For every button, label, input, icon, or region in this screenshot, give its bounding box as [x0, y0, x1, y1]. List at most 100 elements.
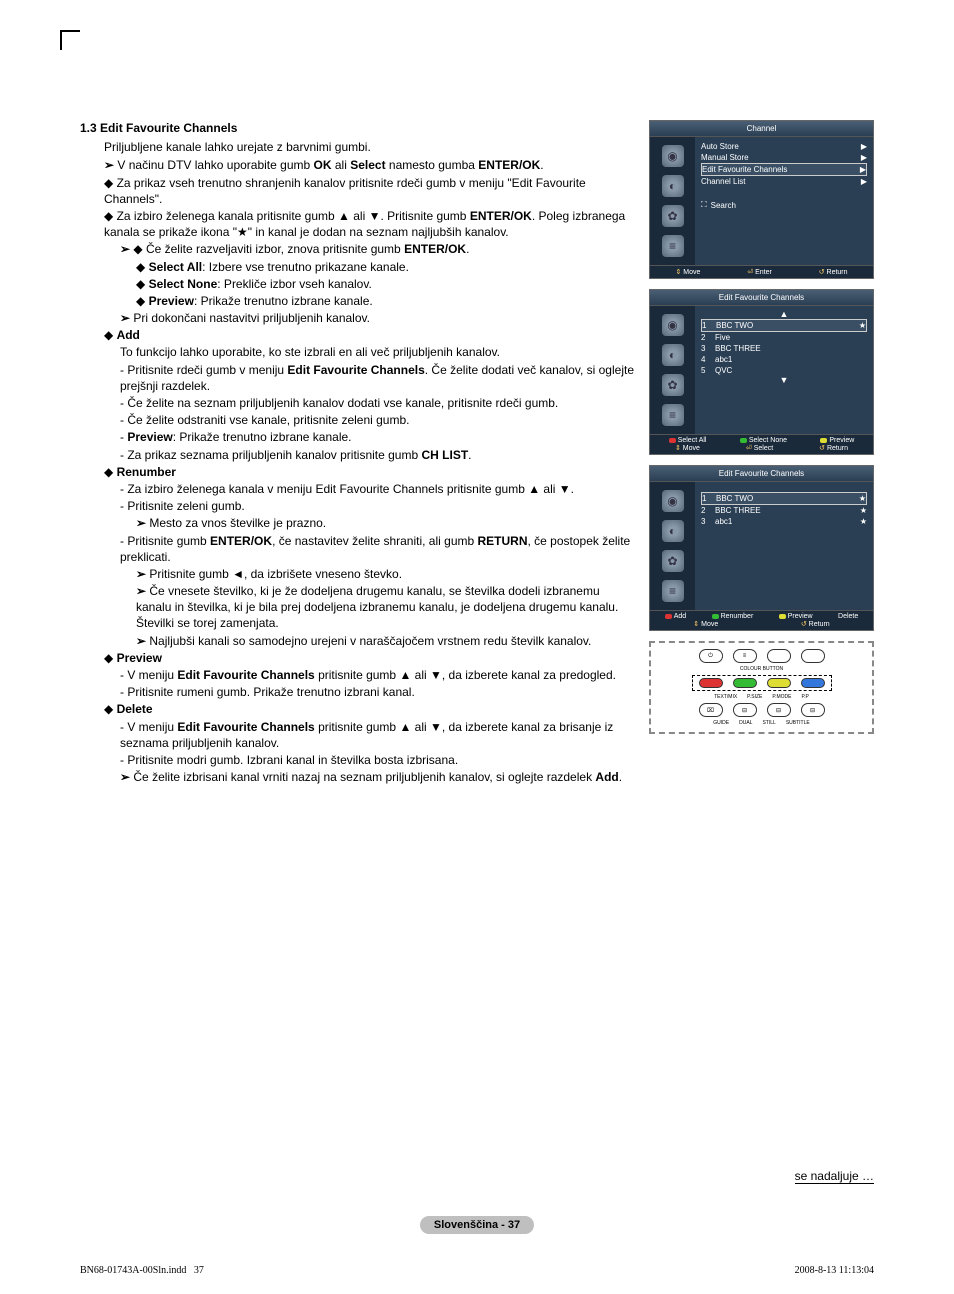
t: DUAL — [739, 720, 752, 726]
renum-3: Pritisnite gumb ENTER/OK, če nastavitev … — [120, 533, 637, 565]
osd3-footer: Add Renumber Preview Delete Move Return — [650, 610, 873, 630]
star-icon: ★ — [855, 506, 867, 515]
star-icon: ★ — [854, 321, 866, 330]
osd1-item-selected: Edit Favourite Channels▶ — [701, 163, 867, 176]
continued-label: se nadaljuje … — [795, 1169, 874, 1184]
add-4: Preview: Prikaže trenutno izbrane kanale… — [120, 429, 637, 445]
t: Select All — [678, 437, 707, 444]
yellow-button-icon — [767, 678, 791, 688]
add-5: Za prikaz seznama priljubljenih kanalov … — [120, 447, 637, 463]
t: V meniju — [127, 720, 177, 734]
osd-side-icons: ◉ ◐ ✿ ≡ — [650, 137, 695, 265]
lbl: Search — [711, 201, 867, 210]
remote-top-row: ⏻ ≡ — [657, 649, 866, 663]
sn-hint: Select None — [740, 437, 787, 444]
return-hint: Return — [819, 444, 848, 452]
t: Če želite razveljaviti izbor, znova prit… — [146, 242, 404, 256]
osd-edit-fav-all: Edit Favourite Channels ◉ ◐ ✿ ≡ ▲ 1BBC T… — [649, 289, 874, 455]
osd2-list: ▲ 1BBC TWO★ 2Five 3BBC THREE 4abc1 5QVC … — [695, 306, 873, 434]
t: P.P — [801, 694, 808, 700]
red-dot-icon — [665, 614, 672, 619]
add-heading: Add — [104, 327, 637, 343]
blank-icon — [801, 649, 825, 663]
b: CH LIST — [421, 448, 468, 462]
select-hint: Select — [746, 444, 773, 452]
t: 37 — [194, 1265, 204, 1276]
crop-mark — [60, 30, 80, 50]
nm: abc1 — [715, 355, 867, 364]
move-hint: Move — [675, 444, 700, 452]
renum-2: Pritisnite zeleni gumb. — [120, 498, 637, 514]
picture-icon: ◉ — [662, 314, 684, 336]
bullet-2: Za izbiro želenega kanala pritisnite gum… — [104, 208, 637, 240]
return-hint: Return — [801, 620, 830, 628]
osd-side-icons: ◉ ◐ ✿ ≡ — [650, 306, 695, 434]
n: 4 — [701, 355, 715, 364]
t: Select None — [749, 437, 787, 444]
osd2-body: ◉ ◐ ✿ ≡ ▲ 1BBC TWO★ 2Five 3BBC THREE 4ab… — [650, 306, 873, 434]
preview-heading: Preview — [104, 650, 637, 666]
btn-icon: ⌧ — [699, 703, 723, 717]
ttx-icon: ≡ — [733, 649, 757, 663]
t: BN68-01743A-00Sln.indd — [80, 1265, 186, 1276]
add-hint: Add — [665, 613, 686, 620]
renum-3n2: Če vnesete številko, ki je že dodeljena … — [136, 583, 637, 632]
t: Preview — [829, 437, 854, 444]
n: 5 — [701, 366, 715, 375]
t: : Izbere vse trenutno prikazane kanale. — [202, 260, 409, 274]
t: Če želite izbrisani kanal vrniti nazaj n… — [133, 770, 595, 784]
osd-side-icons: ◉ ◐ ✿ ≡ — [650, 482, 695, 610]
figure-column: Channel ◉ ◐ ✿ ≡ Auto Store▶ Manual Store… — [649, 120, 874, 786]
enter: ENTER/OK — [470, 209, 532, 223]
renum-3n3: Najljubši kanali so samodejno urejeni v … — [136, 633, 637, 649]
timestamp-slug: 2008-8-13 11:13:04 — [795, 1265, 874, 1276]
yellow-dot-icon — [820, 438, 827, 443]
picture-icon: ◉ — [662, 145, 684, 167]
t: : Prekliče izbor vseh kanalov. — [217, 277, 372, 291]
t: TEXT/MIX — [714, 694, 737, 700]
t: V meniju — [127, 668, 177, 682]
lbl: Select All — [149, 260, 203, 274]
star-icon: ★ — [855, 517, 867, 526]
t: SUBTITLE — [786, 720, 810, 726]
nm: BBC TWO — [716, 321, 854, 330]
osd2-row: 1BBC TWO★ — [701, 319, 867, 332]
chevron-right-icon: ▶ — [856, 165, 866, 174]
sound-icon: ◐ — [662, 344, 684, 366]
t: Add — [674, 613, 686, 620]
section-number: 1.3 — [80, 121, 97, 135]
preview-2: Pritisnite rumeni gumb. Prikaže trenutno… — [120, 684, 637, 700]
page-pill: Slovenščina - 37 — [420, 1216, 534, 1234]
page-footer: Slovenščina - 37 — [0, 1216, 954, 1234]
n: 3 — [701, 344, 715, 353]
t: , če nastavitev želite shraniti, ali gum… — [272, 534, 477, 548]
btn-icon: ⊟ — [767, 703, 791, 717]
osd1-footer: Move Enter Return — [650, 265, 873, 278]
chevron-right-icon: ▶ — [857, 142, 867, 151]
nm: BBC THREE — [715, 344, 867, 353]
pv-hint: Preview — [779, 613, 813, 620]
renum-hint: Renumber — [712, 613, 754, 620]
t: Pritisnite rdeči gumb v meniju — [127, 363, 287, 377]
del-hint: Delete — [838, 613, 858, 620]
lbl: Auto Store — [701, 142, 857, 151]
setup-icon: ≡ — [662, 404, 684, 426]
enter: ENTER/OK — [478, 158, 540, 172]
bullet-1: Za prikaz vseh trenutno shranjenih kanal… — [104, 175, 637, 207]
add-intro: To funkcijo lahko uporabite, ko ste izbr… — [120, 344, 637, 360]
btn-icon: ⊟ — [801, 703, 825, 717]
lbl: Select None — [149, 277, 218, 291]
t: Pritisnite gumb — [127, 534, 210, 548]
section-heading: 1.3 Edit Favourite Channels — [80, 120, 637, 136]
nm: Five — [715, 333, 867, 342]
delete-n: Če želite izbrisani kanal vrniti nazaj n… — [120, 769, 637, 785]
colour-button-frame — [692, 675, 832, 691]
enter-hint: Enter — [747, 268, 772, 276]
osd-edit-fav-selected: Edit Favourite Channels ◉ ◐ ✿ ≡ 1BBC TWO… — [649, 465, 874, 631]
red-dot-icon — [669, 438, 676, 443]
n: 2 — [701, 333, 715, 342]
osd3-title: Edit Favourite Channels — [650, 466, 873, 482]
remote-diagram: ⏻ ≡ COLOUR BUTTON TEXT/MIX P.SIZE P.MODE… — [649, 641, 874, 734]
renum-1: Za izbiro želenega kanala v meniju Edit … — [120, 481, 637, 497]
red-button-icon — [699, 678, 723, 688]
